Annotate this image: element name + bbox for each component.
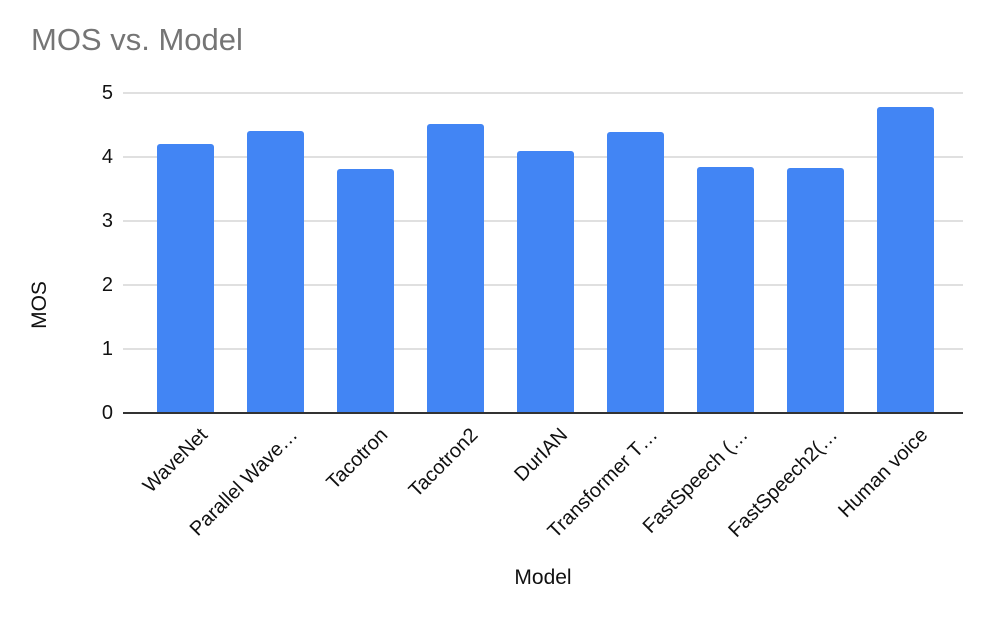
x-tick-label-9: Human voice xyxy=(834,424,933,523)
bar-6 xyxy=(606,132,664,413)
bar-3 xyxy=(336,169,394,413)
bar-9 xyxy=(876,107,934,413)
plot-area xyxy=(123,92,963,414)
bar-4 xyxy=(426,124,484,413)
y-tick-label-5: 5 xyxy=(101,82,113,104)
x-tick-label-3: Tacotron xyxy=(322,424,393,494)
bar-8 xyxy=(786,168,844,413)
bar-1 xyxy=(156,144,214,413)
gridline-y5 xyxy=(123,92,963,94)
y-tick-label-0: 0 xyxy=(101,402,113,424)
x-axis-title: Model xyxy=(514,566,572,589)
y-tick-label-1: 1 xyxy=(101,338,113,360)
x-axis-line xyxy=(123,412,963,414)
x-tick-label-4: Tacotron2 xyxy=(404,424,483,502)
x-tick-label-5: DurIAN xyxy=(510,424,573,486)
bar-5 xyxy=(516,151,574,413)
bar-7 xyxy=(696,167,754,413)
y-tick-label-4: 4 xyxy=(101,146,113,168)
y-axis-title: MOS xyxy=(28,281,51,329)
bar-2 xyxy=(246,131,304,413)
y-tick-label-2: 2 xyxy=(101,274,113,296)
x-tick-label-1: WaveNet xyxy=(139,424,213,498)
y-tick-label-3: 3 xyxy=(101,210,113,232)
chart-title: MOS vs. Model xyxy=(31,22,243,57)
